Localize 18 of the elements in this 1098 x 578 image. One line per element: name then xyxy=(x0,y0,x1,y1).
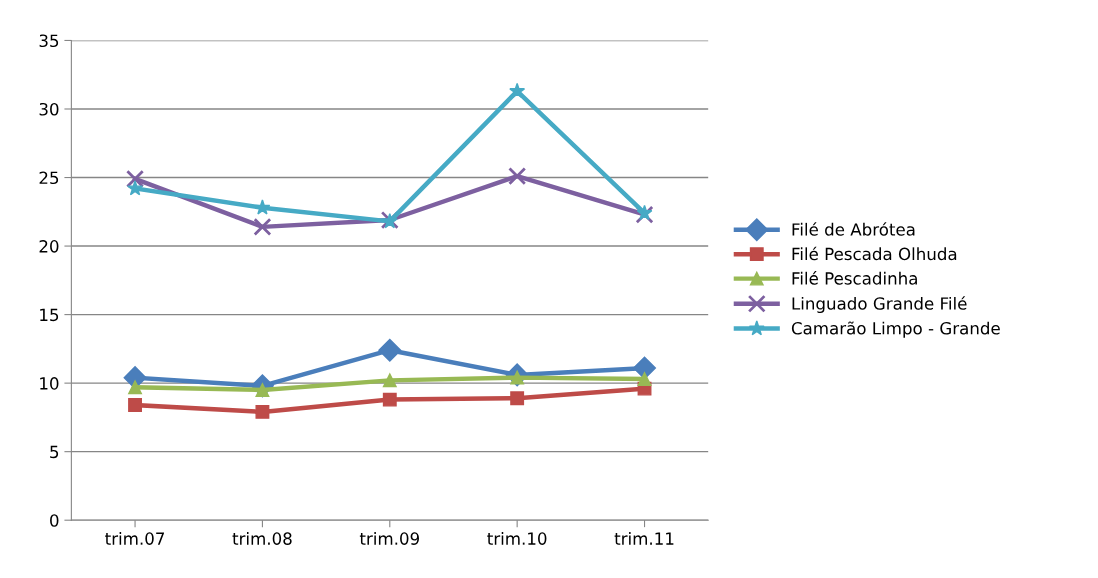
y-tick-label: 35 xyxy=(39,34,59,48)
legend-label: Filé de Abrótea xyxy=(792,222,915,236)
y-tick-label: 10 xyxy=(40,377,59,390)
x-tick-label: trim.09 xyxy=(359,532,419,545)
y-tick-label: 30 xyxy=(39,102,59,116)
y-tick-label: 15 xyxy=(40,308,59,322)
y-tick-label: 5 xyxy=(50,445,59,459)
y-tick-label: 0 xyxy=(50,514,59,527)
y-tick-label: 20 xyxy=(39,240,59,253)
legend-label: Filé Pescada Olhuda xyxy=(792,246,957,261)
x-tick-label: trim.07 xyxy=(105,532,165,545)
legend-label: Filé Pescadinha xyxy=(792,271,917,285)
x-tick-label: trim.11 xyxy=(614,532,674,545)
legend-label: Linguado Grande Filé xyxy=(792,296,967,314)
legend-label: Camarão Limpo - Grande xyxy=(791,321,1000,338)
y-tick-label: 25 xyxy=(39,171,59,185)
x-tick-label: trim.10 xyxy=(487,532,547,545)
x-tick-label: trim.08 xyxy=(232,532,292,545)
